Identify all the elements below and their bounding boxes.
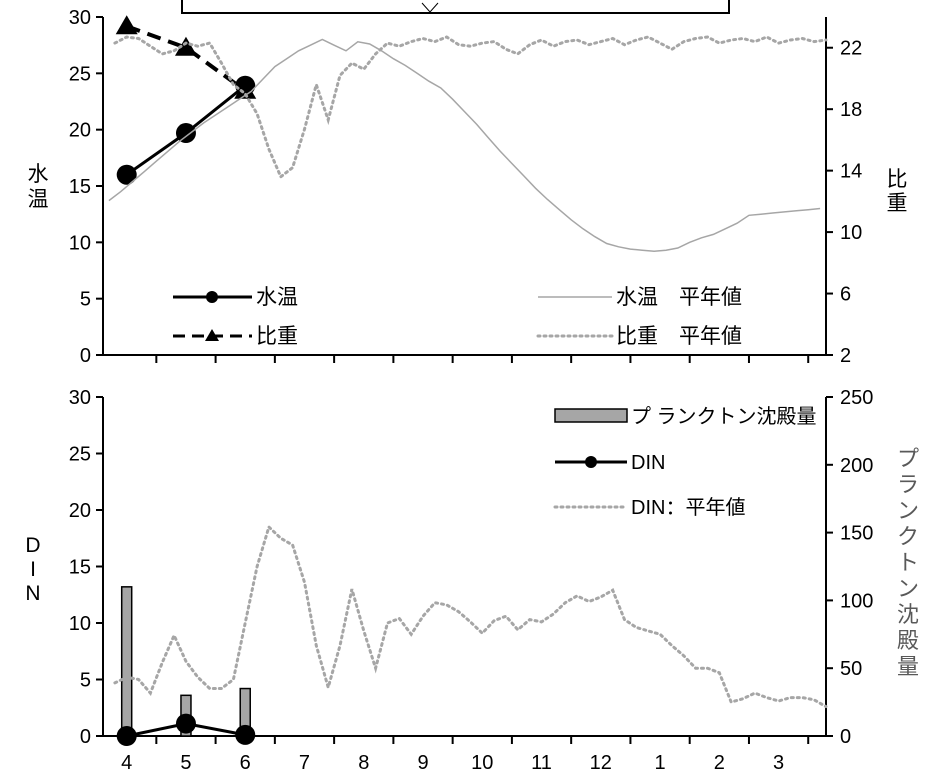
legend-label-plankton: プ ランクトン沈殿量 [631,405,817,428]
bottom-right-axis-title: プ ラ ン ク ト ン 沈 殿 量 [897,446,919,679]
circle-marker [116,164,137,185]
x-tick-label: 10 [471,752,493,774]
series-line-normal-dotted [113,524,828,709]
left-tick-label: 5 [80,670,91,692]
circle-marker [235,724,256,745]
right-tick-label: 0 [840,726,851,748]
top-annotation-box [181,0,730,14]
legend-item-din-normal: DIN：平年値 [553,496,745,519]
legend-label-density-normal: 比重 平年値 [616,325,742,348]
triangle-marker [174,36,197,56]
circle-marker [175,713,196,734]
right-tick-label: 10 [840,222,862,244]
circle-marker [116,726,137,746]
water-temperature-density-chart: 0 5 10 15 20 25 30 2 6 10 14 18 22 [69,7,863,367]
series-line-water-temp-normal [108,38,821,253]
x-tick-label: 3 [773,752,784,774]
right-tick-label: 14 [840,161,862,183]
top-left-axis-title-char-2: 温 [28,188,49,211]
triangle-marker [234,79,257,99]
bottom-right-axis-title-char-4: ク [897,524,919,549]
bottom-right-axis-title-char-9: 量 [897,654,919,679]
legend-item-water-temp-normal: 水温 平年値 [538,286,742,309]
legend-label-din: DIN [631,452,665,474]
top-right-axis-title-char-1: 比 [887,168,908,191]
right-tick-label: 50 [840,658,862,680]
x-tick-label: 11 [531,752,552,774]
left-tick-label: 15 [69,176,91,198]
x-tick-label: 12 [590,752,612,774]
legend-item-water-temp: 水温 [173,286,298,309]
bottom-right-axis-title-char-2: ラ [897,472,919,497]
top-left-axis-title-char-1: 水 [28,163,49,186]
left-tick-label: 30 [69,387,91,409]
triangle-marker [115,15,138,35]
bottom-right-axis-title-char-1: プ [897,446,919,471]
left-tick-label: 0 [80,726,91,748]
left-tick-label: 10 [69,232,91,254]
right-tick-label: 150 [840,523,873,545]
top-right-axis-title-char-2: 重 [887,192,908,215]
series-line-normal-dotted [113,35,828,180]
right-tick-label: 6 [840,284,851,306]
bottom-left-axis-title-char-2: I [30,558,36,581]
right-tick-label: 2 [840,345,851,367]
left-tick-label: 20 [69,120,91,142]
right-tick-label: 200 [840,455,873,477]
left-tick-label: 5 [80,289,91,311]
bottom-left-axis-title-char-1: D [25,534,40,557]
legend-label-water-temp-normal: 水温 平年値 [616,286,742,309]
x-tick-label: 2 [714,752,725,774]
legend-label-din-normal: DIN：平年値 [631,496,745,519]
x-tick-label: 8 [358,752,369,774]
legend-label-water-temp: 水温 [256,286,298,309]
legend-label-density: 比重 [256,325,298,348]
left-tick-label: 25 [69,444,91,466]
right-tick-label: 250 [840,387,873,409]
x-tick-label: 9 [417,752,428,774]
bottom-left-axis-title-char-3: N [25,582,40,605]
legend-item-din: DIN [555,452,665,474]
right-tick-label: 100 [840,590,873,612]
x-tick-label: 1 [655,752,666,774]
legend-item-plankton: プ ランクトン沈殿量 [554,405,817,428]
right-tick-label: 18 [840,99,862,121]
left-tick-label: 0 [80,345,91,367]
x-tick-label: 4 [121,752,132,774]
bottom-right-axis-title-char-6: ン [897,576,919,601]
left-tick-label: 15 [69,557,91,579]
bottom-legend: プ ランクトン沈殿量 DIN DIN：平年値 [553,405,817,519]
plankton-bar [120,586,133,737]
series-line-density [126,24,247,93]
top-legend: 水温 比重 水温 平年値 比重 平年値 [173,286,742,348]
x-tick-label: 6 [240,752,251,774]
bottom-right-axis-title-char-8: 殿 [897,628,919,653]
left-tick-label: 25 [69,63,91,85]
bottom-right-axis-title-char-5: ト [897,550,919,575]
legend-item-density: 比重 [173,325,298,348]
left-tick-label: 30 [69,7,91,29]
circle-marker [175,123,196,144]
left-tick-label: 10 [69,613,91,635]
x-tick-label: 5 [180,752,191,774]
right-tick-label: 22 [840,38,862,60]
bottom-right-axis-title-char-3: ン [897,498,919,523]
bottom-right-axis-title-char-7: 沈 [897,602,919,627]
x-tick-label: 7 [299,752,310,774]
left-tick-label: 20 [69,500,91,522]
legend-item-density-normal: 比重 平年値 [536,325,742,348]
